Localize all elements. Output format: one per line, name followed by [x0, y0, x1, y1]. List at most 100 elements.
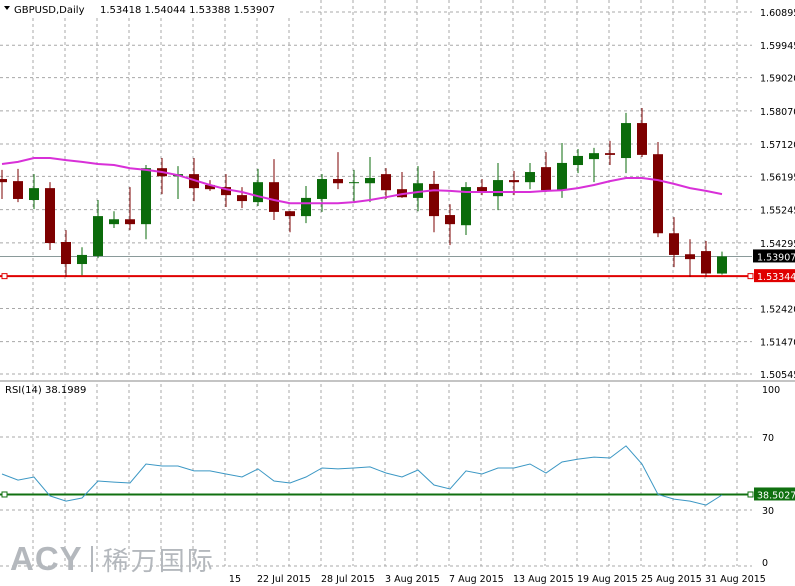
candle-body [13, 181, 23, 199]
bull-candle [93, 200, 103, 259]
date-axis-label: 15 [229, 574, 241, 585]
bear-candle [701, 240, 711, 277]
candle-body [285, 211, 295, 217]
header-bg [0, 0, 300, 17]
bear-candle [61, 230, 71, 277]
candle-body [317, 179, 327, 199]
price-axis-label: 1.60895 [760, 8, 795, 19]
candle-body [301, 197, 311, 217]
triangle-down-icon[interactable] [4, 6, 10, 10]
candle-body [573, 155, 583, 166]
rsi-level-label: 38.5027 [757, 490, 795, 501]
rsi-axis-label: 0 [762, 558, 768, 569]
bid-price-label: 1.53907 [757, 252, 795, 263]
line-handle-left [1, 273, 8, 280]
bear-candle [669, 217, 679, 268]
price-axis-label: 1.59945 [760, 41, 795, 52]
acy-logo: ACY 稀万国际 [10, 540, 215, 577]
candle-body [349, 182, 359, 184]
bull-candle [365, 156, 375, 203]
bear-candle [653, 141, 663, 238]
candle-body [493, 180, 503, 197]
rsi-line [1, 445, 723, 506]
bull-candle [493, 162, 503, 211]
candle-body [253, 182, 263, 203]
bear-candle [685, 239, 695, 277]
candle-body [0, 179, 7, 183]
bull-candle [349, 169, 359, 204]
candle-body [653, 154, 663, 234]
date-axis-label: 13 Aug 2015 [513, 574, 574, 585]
price-axis-label: 1.56195 [760, 172, 795, 183]
candle-body [541, 167, 551, 191]
bear-candle [221, 174, 231, 208]
bear-candle [445, 204, 455, 246]
candle-body [701, 251, 711, 274]
bull-candle [253, 168, 263, 206]
candle-body [525, 172, 535, 183]
candle-body [333, 179, 343, 184]
bull-candle [461, 182, 471, 235]
price-axis-label: 1.55245 [760, 206, 795, 217]
grid [0, 0, 795, 567]
rsi-level-label-box [754, 487, 795, 501]
price-axis-label: 1.57120 [760, 140, 795, 151]
bull-candle [173, 166, 183, 199]
axis-labels: 1.60895 1.59945 1.59020 1.58070 1.57120 1.561… [229, 8, 795, 585]
bear-candle [541, 152, 551, 192]
candle-body [381, 174, 391, 191]
price-axis-label: 1.51470 [760, 338, 795, 349]
candle-body [77, 254, 87, 265]
date-axis-label: 28 Jul 2015 [321, 574, 375, 585]
candle-body [29, 188, 39, 201]
candle-body [445, 215, 455, 225]
bear-candle [45, 182, 55, 251]
bull-candle [557, 143, 567, 198]
date-axis-label: 31 Aug 2015 [705, 574, 766, 585]
candle-body [461, 187, 471, 226]
candle-body [413, 183, 423, 198]
bull-candle [141, 165, 151, 240]
candle-body [429, 183, 439, 217]
candle-body [637, 123, 647, 155]
price-axis-label: 1.52420 [760, 304, 795, 315]
bear-candle [125, 187, 135, 231]
bull-candle [317, 174, 327, 212]
candle-body [45, 188, 55, 244]
date-axis-label: 3 Aug 2015 [385, 574, 440, 585]
candle-body [205, 184, 215, 190]
candle-body [365, 177, 375, 184]
candle-body [61, 241, 71, 265]
bull-candle [525, 162, 535, 190]
bear-candle [269, 159, 279, 220]
candle-body [477, 187, 487, 192]
candle-body [237, 195, 247, 202]
rsi-axis-label: 30 [762, 506, 774, 517]
bid-label-box [753, 249, 795, 263]
candle-body [269, 182, 279, 212]
bull-candle [573, 148, 583, 174]
logo-en: ACY [10, 540, 83, 577]
price-axis-label: 1.50545 [760, 370, 795, 381]
candle-body [509, 180, 519, 183]
candle-body [109, 219, 119, 225]
candle-body [621, 123, 631, 159]
symbol-label: GBPUSD,Daily [14, 5, 85, 16]
bear-candle [637, 108, 647, 157]
candle-body [717, 256, 727, 274]
bull-candle [621, 112, 631, 174]
bear-candle [157, 158, 167, 195]
level-lines [0, 249, 795, 501]
bear-candle [285, 210, 295, 233]
ohlc-values: 1.53418 1.54044 1.53388 1.53907 [100, 5, 275, 16]
date-axis-label: 7 Aug 2015 [449, 574, 504, 585]
price-axis-label: 1.59020 [760, 74, 795, 85]
bear-candle [605, 140, 615, 166]
rsi-line-handle-right [747, 491, 754, 498]
bear-candle [13, 168, 23, 203]
rsi-header: RSI(14) 38.1989 [5, 385, 86, 396]
logo-divider [90, 546, 93, 572]
date-axis-label: 25 Aug 2015 [641, 574, 702, 585]
bull-candle [717, 251, 727, 275]
